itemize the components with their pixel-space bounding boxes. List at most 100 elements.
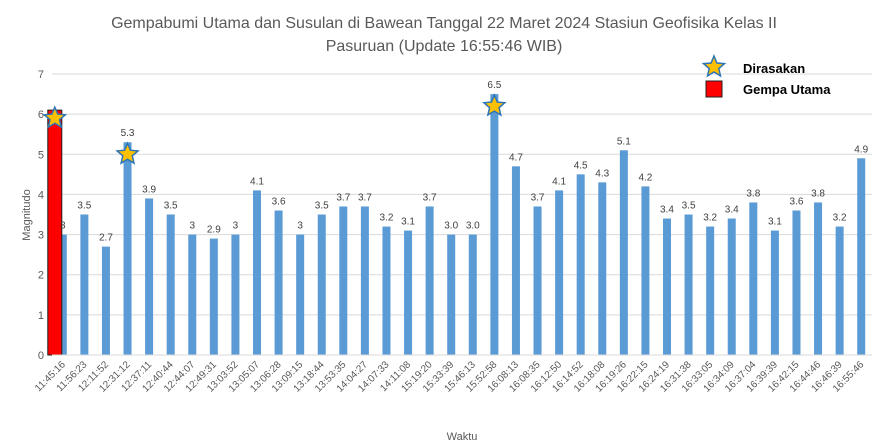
legend-main-shock-swatch	[705, 80, 723, 98]
felt-star-icon	[115, 141, 140, 165]
bar	[296, 234, 305, 355]
bar-value-label: 3.7	[336, 192, 350, 203]
bar-value-label: 3.4	[660, 205, 674, 216]
bar	[253, 190, 261, 355]
bar	[835, 226, 844, 355]
y-tick-label: 1	[38, 310, 44, 322]
felt-star-icon	[42, 105, 68, 129]
bar-series	[58, 94, 866, 356]
bar-value-label: 3.2	[833, 213, 847, 224]
felt-star-icon	[482, 93, 507, 117]
bar	[511, 166, 520, 355]
bar-value-label: 3.7	[531, 192, 545, 203]
bar	[339, 206, 348, 355]
y-tick-label: 5	[38, 149, 44, 161]
bar	[80, 214, 89, 355]
bar	[101, 246, 110, 355]
bar	[274, 210, 283, 355]
y-axis-label: Magnitudo	[21, 189, 33, 240]
bar	[555, 190, 564, 355]
y-tick-label: 6	[38, 109, 44, 121]
bar-value-label: 3.2	[703, 213, 717, 224]
bar-value-label: 3.5	[682, 201, 696, 212]
bar	[684, 214, 693, 355]
bar-value-label: 3.5	[77, 201, 91, 212]
bar-value-label: 3.4	[725, 205, 739, 216]
bar	[145, 198, 154, 355]
chart-title-line2: Pasuruan (Update 16:55:46 WIB)	[326, 38, 563, 55]
bar-value-label: 4.7	[509, 152, 523, 163]
bar	[576, 174, 585, 355]
bar	[641, 186, 650, 355]
bar	[166, 214, 175, 355]
bar-value-label: 4.3	[595, 168, 609, 179]
bar	[382, 226, 391, 355]
bar	[814, 202, 823, 355]
bar-value-label: 4.5	[574, 160, 588, 171]
bar-value-label: 3	[297, 221, 303, 232]
y-axis-ticks: 0 1 2 3 4 5 6 7	[38, 69, 44, 362]
felt-markers	[42, 93, 507, 165]
bar-value-label: 5.1	[617, 136, 631, 147]
bar-value-label: 3.2	[380, 213, 394, 224]
bar-value-label: 3.7	[358, 192, 372, 203]
bar-value-label: 3.1	[768, 217, 782, 228]
y-tick-label: 7	[38, 69, 44, 81]
value-labels: 3 3.5 2.7 5.3 3.9 3.5 3 2.9 3 4.1 3.6 3 3.5 3.7 3.7 3.2…	[60, 80, 869, 244]
star-shape	[701, 54, 727, 78]
bar	[663, 218, 671, 355]
bar-value-label: 3.9	[142, 184, 156, 195]
bar	[425, 206, 434, 355]
bar-value-label: 3.5	[164, 201, 178, 212]
bar	[209, 238, 218, 355]
y-tick-label: 0	[38, 350, 44, 362]
chart-title-line1: Gempabumi Utama dan Susulan di Bawean Ta…	[111, 15, 777, 32]
bar-value-label: 2.7	[99, 233, 113, 244]
bar-value-label: 4.1	[552, 176, 566, 187]
legend-felt-star-icon	[701, 54, 727, 78]
bar	[727, 218, 736, 355]
bar-value-label: 3.8	[746, 188, 760, 199]
bar	[231, 234, 240, 355]
bar	[360, 206, 369, 355]
legend: Dirasakan Gempa Utama	[701, 54, 831, 98]
x-axis-label: Waktu	[447, 431, 478, 443]
bar	[317, 214, 326, 355]
y-tick-label: 3	[38, 230, 44, 242]
bar	[598, 182, 607, 355]
bar-value-label: 3.7	[423, 192, 437, 203]
bar-value-label: 2.9	[207, 225, 221, 236]
bar-value-label: 3.5	[315, 201, 329, 212]
main-shock-bar	[47, 109, 63, 356]
main-shock-series	[47, 109, 63, 356]
bar-value-label: 3	[189, 221, 195, 232]
bar-value-label: 3.0	[444, 221, 458, 232]
bar	[490, 94, 499, 356]
bar	[619, 150, 628, 355]
bar-value-label: 6.5	[487, 80, 501, 91]
bar-value-label: 3	[60, 221, 66, 232]
legend-main-label: Gempa Utama	[743, 82, 831, 97]
bar-value-label: 4.2	[638, 172, 652, 183]
bar	[447, 234, 456, 355]
bar	[533, 206, 542, 355]
bar	[857, 158, 866, 355]
bar	[770, 230, 779, 355]
bar-value-label: 4.9	[854, 144, 868, 155]
bar	[58, 234, 67, 355]
bar	[188, 234, 197, 355]
bar-value-label: 3	[233, 221, 239, 232]
legend-felt-label: Dirasakan	[743, 61, 805, 76]
bar	[792, 210, 801, 355]
bar-value-label: 3.6	[790, 196, 804, 207]
bar-value-label: 4.1	[250, 176, 264, 187]
bar-value-label: 3.8	[811, 188, 825, 199]
bar-value-label: 5.3	[121, 128, 135, 139]
bar	[749, 202, 758, 355]
bar	[706, 226, 715, 355]
y-tick-label: 4	[38, 189, 44, 201]
bar-value-label: 3.0	[466, 221, 480, 232]
y-tick-label: 2	[38, 270, 44, 282]
bar-value-label: 3.1	[401, 217, 415, 228]
